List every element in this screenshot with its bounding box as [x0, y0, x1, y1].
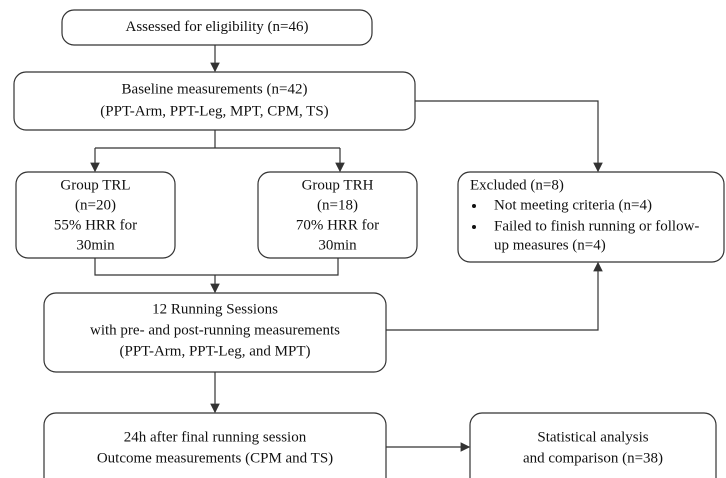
excluded-title: Excluded (n=8) [470, 177, 564, 193]
arrow [386, 261, 603, 331]
node-box [13, 71, 416, 131]
node-box [43, 292, 387, 373]
node-text: Statistical analysis [537, 429, 648, 445]
node-text: 30min [76, 237, 115, 253]
node-box [43, 412, 387, 478]
node-text: (PPT-Arm, PPT-Leg, and MPT) [120, 343, 311, 359]
node-text: 55% HRR for [54, 217, 137, 233]
connectors [90, 45, 603, 452]
node-text: (n=20) [75, 197, 116, 213]
excluded-item: Not meeting criteria (n=4) [494, 197, 652, 213]
arrow [415, 100, 603, 173]
node-text: 12 Running Sessions [152, 301, 278, 317]
node-text: Baseline measurements (n=42) [122, 81, 308, 97]
node-box [469, 412, 717, 478]
excluded-item: Failed to finish running or follow- [494, 218, 699, 234]
node-text: and comparison (n=38) [523, 450, 663, 466]
connector [94, 258, 339, 276]
node-text: Group TRL [60, 177, 130, 193]
node-text: 24h after final running session [124, 429, 307, 445]
node-text: (PPT-Arm, PPT-Leg, MPT, CPM, TS) [100, 103, 328, 119]
node-text: (n=18) [317, 197, 358, 213]
node-box [61, 9, 373, 46]
bullet [472, 225, 476, 229]
node-text: 70% HRR for [296, 217, 379, 233]
node-text: Group TRH [302, 177, 374, 193]
excluded-item: up measures (n=4) [494, 237, 606, 253]
node-box [257, 171, 418, 259]
excluded-box [457, 171, 725, 263]
node-text: Assessed for eligibility (n=46) [125, 19, 308, 35]
node-text: 30min [318, 237, 357, 253]
node-text: with pre- and post-running measurements [90, 322, 340, 338]
node-text: Outcome measurements (CPM and TS) [97, 450, 333, 466]
bullet [472, 204, 476, 208]
node-box [15, 171, 176, 259]
